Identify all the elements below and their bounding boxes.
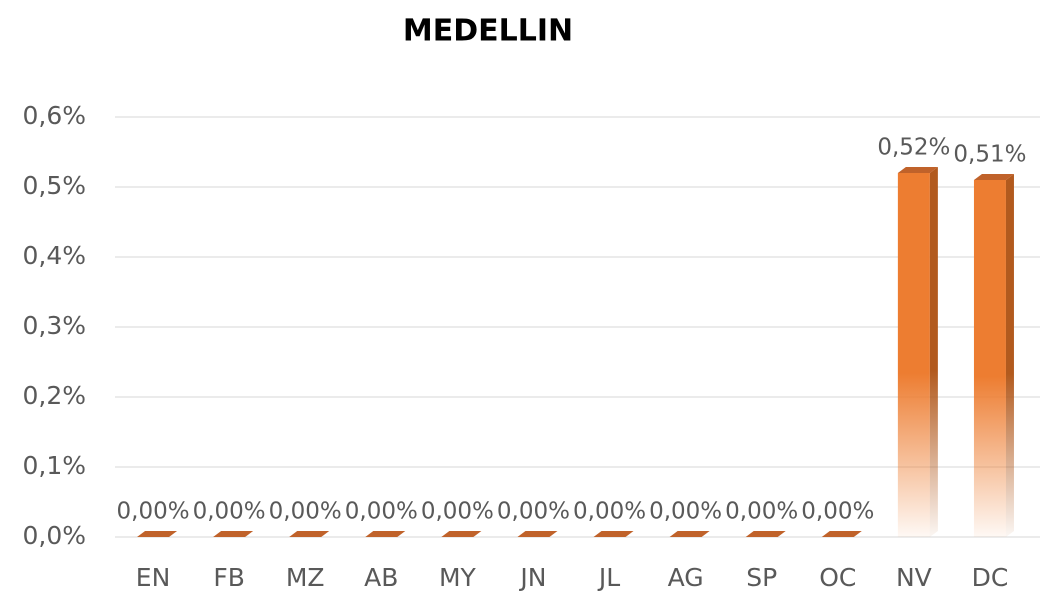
y-tick-label: 0,1%	[22, 451, 86, 480]
bar-top	[137, 531, 178, 537]
y-tick-label: 0,6%	[22, 101, 86, 130]
y-tick-label: 0,0%	[22, 521, 86, 550]
x-tick-label: MZ	[286, 563, 325, 592]
y-tick-label: 0,3%	[22, 311, 86, 340]
x-tick-label: NV	[896, 563, 932, 592]
bar	[973, 180, 1006, 537]
value-label: 0,00%	[269, 499, 342, 525]
bar-top	[973, 174, 1014, 180]
bar	[897, 173, 930, 537]
chart-title: MEDELLIN	[403, 14, 573, 49]
x-tick-label: OC	[819, 563, 856, 592]
bar-top	[365, 531, 406, 537]
bar-top	[517, 531, 558, 537]
bar-side	[929, 167, 938, 537]
value-label: 0,00%	[117, 499, 190, 525]
x-tick-label: FB	[213, 563, 245, 592]
bar-top	[213, 531, 254, 537]
y-tick-label: 0,4%	[22, 241, 86, 270]
x-tick-label: JL	[597, 563, 620, 592]
x-tick-label: JN	[518, 563, 546, 592]
value-label: 0,51%	[953, 142, 1026, 168]
bar-top	[593, 531, 634, 537]
value-label: 0,00%	[345, 499, 418, 525]
value-label: 0,00%	[573, 499, 646, 525]
x-tick-label: EN	[136, 563, 171, 592]
x-tick-label: MY	[439, 563, 477, 592]
value-label: 0,00%	[497, 499, 570, 525]
bar-side	[1005, 174, 1014, 537]
y-tick-label: 0,2%	[22, 381, 86, 410]
bar-top	[441, 531, 482, 537]
bar-top	[669, 531, 710, 537]
bar-top	[897, 167, 938, 173]
y-tick-label: 0,5%	[22, 171, 86, 200]
bar-top	[745, 531, 786, 537]
bar-top	[289, 531, 330, 537]
x-tick-label: DC	[972, 563, 1009, 592]
x-tick-label: AB	[364, 563, 398, 592]
value-label: 0,00%	[193, 499, 266, 525]
value-label: 0,00%	[801, 499, 874, 525]
x-tick-label: SP	[746, 563, 777, 592]
x-tick-label: AG	[668, 563, 704, 592]
value-label: 0,00%	[725, 499, 798, 525]
value-label: 0,52%	[877, 135, 950, 161]
bar-top	[821, 531, 862, 537]
value-label: 0,00%	[421, 499, 494, 525]
value-label: 0,00%	[649, 499, 722, 525]
